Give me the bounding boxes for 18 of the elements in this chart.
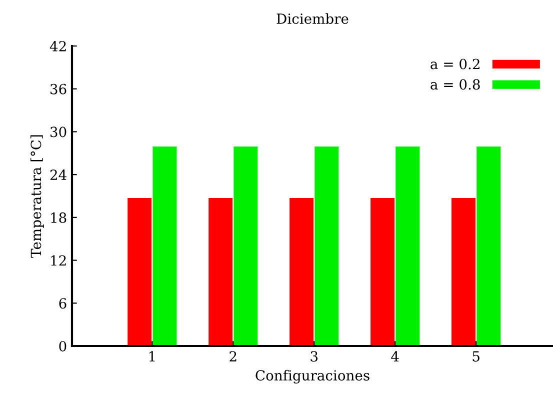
x-tick-label: 4	[391, 351, 399, 362]
y-tick-label: 12	[51, 255, 66, 266]
y-tick-label: 0	[59, 340, 66, 352]
y-tick-label: 6	[59, 298, 66, 309]
x-tick-label: 2	[230, 351, 236, 362]
y-tick-label: 42	[50, 40, 66, 52]
x-axis-title: Configuraciones	[256, 370, 370, 384]
y-tick-label: 30	[50, 126, 66, 138]
y-tick-label: 36	[50, 84, 66, 94]
legend-label: a = 0.2	[430, 58, 480, 70]
x-tick-label: 5	[472, 351, 480, 362]
y-tick-label: 18	[51, 212, 66, 223]
y-tick-label: 24	[50, 170, 66, 180]
legend-label: a = 0.8	[430, 79, 480, 90]
x-tick-label: 1	[149, 351, 155, 362]
y-axis-title: Temperatura [°C]	[30, 135, 44, 258]
chart-title: Diciembre	[276, 13, 348, 24]
x-tick-label: 3	[310, 351, 318, 362]
